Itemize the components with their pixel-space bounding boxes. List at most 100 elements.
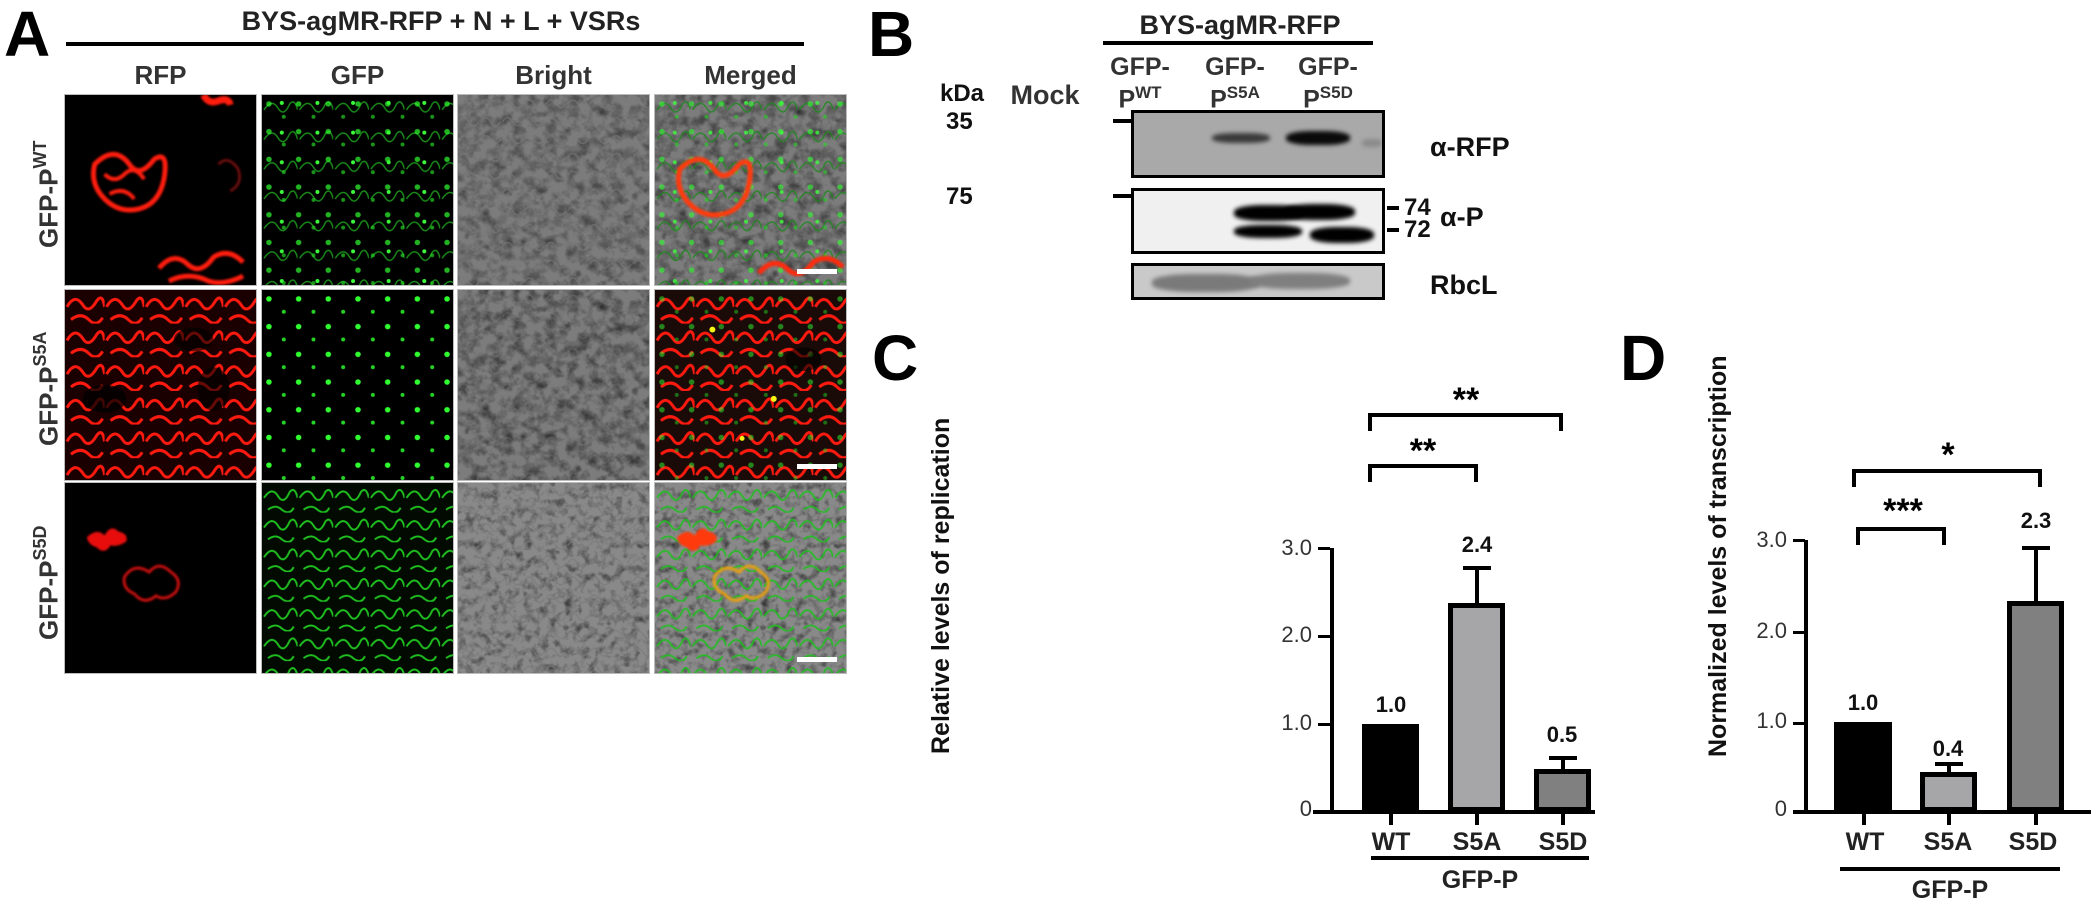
- scale-bar: [797, 657, 837, 662]
- kda-label: kDa: [940, 80, 985, 107]
- panel-a-title: BYS-agMR-RFP + N + L + VSRs: [241, 6, 641, 36]
- chart-d-bar-s5a: [1920, 772, 1977, 812]
- chart-d-ytick-label: 0: [1774, 796, 1787, 821]
- chart-d-sig-wt-s5a: ***: [1883, 492, 1923, 530]
- micrograph-wt-rfp: [64, 94, 257, 286]
- chart-c-error-s5d: [1561, 757, 1565, 770]
- chart-d-error-s5a: [1947, 763, 1951, 773]
- chart-c-group-rule: [1371, 856, 1589, 860]
- chart-d-category-s5a: S5A: [1923, 828, 1973, 856]
- band-rbcl-2: [1250, 273, 1350, 289]
- micrograph-wt-bright: [457, 94, 650, 286]
- chart-d-bar-wt: [1834, 722, 1892, 812]
- chart-d-error-s5d: [2034, 547, 2038, 602]
- chart-d-category-s5d: S5D: [2008, 828, 2058, 856]
- antibody-rbcl: RbcL: [1430, 270, 1498, 300]
- micrograph-s5a-rfp: [64, 289, 257, 481]
- chart-c-ytick: [1318, 547, 1330, 550]
- lane-mock: Mock: [1010, 80, 1080, 110]
- column-header-gfp: GFP: [330, 60, 385, 90]
- chart-c-error-s5a: [1475, 567, 1479, 604]
- marker-75-tick: [1113, 194, 1131, 198]
- chart-d-y-axis: [1804, 540, 1808, 814]
- chart-d-sig-bracket-wt-s5d: [1852, 469, 2042, 487]
- column-header-merged: Merged: [704, 60, 797, 90]
- chart-d-value-wt: 1.0: [1847, 690, 1879, 715]
- chart-c-bar-wt: [1362, 724, 1419, 812]
- micrograph-s5a-bright: [457, 289, 650, 481]
- chart-c-ytick-label: 2.0: [1281, 622, 1312, 647]
- chart-c-sig-wt-s5d: **: [1452, 381, 1480, 419]
- chart-c-group-label: GFP-P: [1441, 866, 1519, 894]
- antibody-p: α-P: [1440, 202, 1484, 232]
- chart-c-category-s5d: S5D: [1538, 828, 1588, 856]
- marker-74-tick: [1387, 206, 1399, 210]
- marker-75: 75: [946, 183, 973, 210]
- lane-gfp-ps5d: GFP- PS5D: [1298, 53, 1358, 114]
- chart-d-xtick: [2034, 813, 2038, 825]
- chart-d-group-rule: [1840, 867, 2060, 871]
- micrograph-wt-merged: [654, 94, 847, 286]
- chart-d-error-cap: [2022, 546, 2050, 550]
- marker-72: 72: [1404, 216, 1431, 243]
- chart-c-bar-s5d: [1534, 769, 1591, 812]
- row-label-wt: GFP-PWT: [30, 140, 64, 248]
- band-s5d: [1362, 139, 1382, 147]
- chart-c-value-wt: 1.0: [1375, 692, 1407, 717]
- band-rbcl-1: [1152, 274, 1260, 292]
- chart-d-value-s5a: 0.4: [1932, 736, 1964, 761]
- micrograph-s5d-rfp: [64, 482, 257, 674]
- chart-d-sig-bracket-wt-s5a: [1856, 527, 1946, 545]
- chart-c-ytick-label: 3.0: [1281, 535, 1312, 560]
- chart-d-ytick: [1793, 631, 1805, 634]
- chart-c-xtick: [1475, 813, 1479, 825]
- panel-d-letter: D: [1620, 322, 1667, 394]
- chart-d-x-axis: [1793, 810, 2091, 814]
- chart-c-sig-bracket-wt-s5d: [1368, 413, 1563, 431]
- micrograph-s5a-merged: [654, 289, 847, 481]
- chart-c-bar-s5a: [1448, 603, 1505, 812]
- chart-d-error-cap: [1935, 762, 1963, 766]
- scale-bar: [797, 269, 837, 274]
- band-s5d-74: [1283, 204, 1355, 220]
- chart-d-bar-s5d: [2007, 601, 2064, 812]
- chart-c-error-cap: [1549, 756, 1577, 760]
- chart-c-ytick: [1318, 635, 1330, 638]
- chart-d-ytick-label: 2.0: [1756, 618, 1787, 643]
- marker-35-tick: [1113, 119, 1131, 123]
- marker-74: 74: [1404, 194, 1431, 221]
- chart-c-x-axis: [1313, 810, 1595, 814]
- panel-a-letter: A: [4, 0, 51, 70]
- chart-d-ytick: [1793, 722, 1805, 725]
- chart-d-sig-wt-s5d: *: [1941, 436, 1955, 474]
- panel-a-title-rule: [66, 42, 804, 46]
- lane-gfp-pwt: GFP- PWT: [1110, 53, 1170, 114]
- micrograph-s5a-gfp: [261, 289, 454, 481]
- micrograph-wt-gfp: [261, 94, 454, 286]
- chart-c-sig-bracket-wt-s5a: [1368, 464, 1478, 482]
- chart-c-xtick: [1561, 813, 1565, 825]
- column-header-rfp: RFP: [134, 60, 187, 90]
- row-label-s5d: GFP-PS5D: [30, 525, 64, 640]
- marker-35: 35: [946, 108, 973, 135]
- lane-gfp-ps5a: GFP- PS5A: [1205, 53, 1265, 114]
- chart-d-ytick-label: 3.0: [1756, 527, 1787, 552]
- chart-d-xtick: [1947, 813, 1951, 825]
- chart-c-value-s5a: 2.4: [1461, 532, 1493, 557]
- chart-c-ytick-label: 1.0: [1281, 710, 1312, 735]
- chart-d-xtick: [1862, 813, 1866, 825]
- chart-c-value-s5d: 0.5: [1546, 722, 1578, 747]
- chart-c-ytick-label: 0: [1299, 796, 1312, 821]
- band-s5a-72: [1310, 227, 1374, 243]
- chart-d-ytick: [1793, 539, 1805, 542]
- blot-alpha-rfp: [1131, 110, 1385, 178]
- marker-72-tick: [1387, 228, 1399, 232]
- blot-alpha-p: [1131, 188, 1385, 254]
- panel-c-letter: C: [872, 322, 919, 394]
- band-wt-72: [1234, 225, 1302, 238]
- chart-c-error-cap: [1463, 566, 1491, 570]
- band-wt: [1212, 133, 1270, 143]
- band-s5a: [1286, 131, 1350, 145]
- column-header-bright: Bright: [515, 60, 592, 90]
- chart-d-category-wt: WT: [1845, 828, 1885, 856]
